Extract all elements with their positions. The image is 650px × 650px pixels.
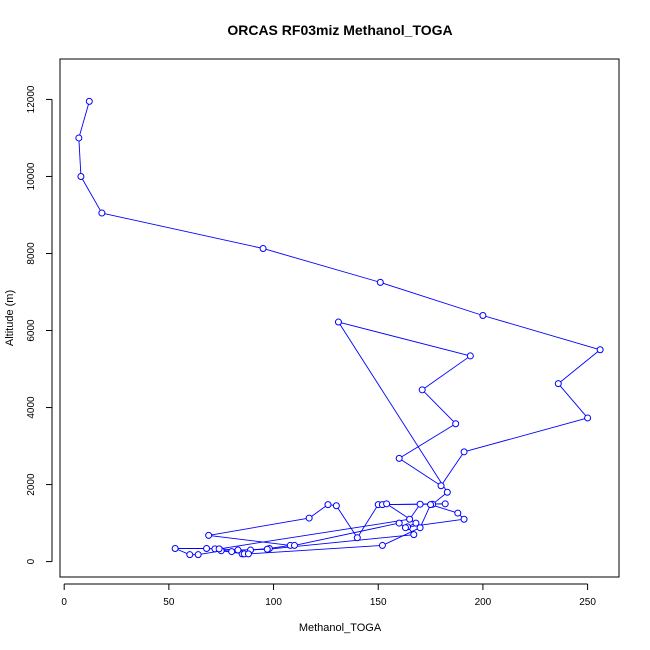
data-point <box>395 454 403 462</box>
series-lines <box>78 101 601 556</box>
x-tick-label: 250 <box>579 597 596 608</box>
series-segment <box>463 417 588 453</box>
series-segment <box>440 451 465 486</box>
data-point <box>460 515 468 523</box>
data-point <box>228 548 236 556</box>
y-tick-label: 4000 <box>26 396 37 419</box>
data-point <box>410 531 418 539</box>
series-segment <box>421 389 457 425</box>
data-point <box>259 244 267 252</box>
series-segment <box>398 423 456 459</box>
data-point <box>77 172 85 180</box>
y-axis: 0 2000 4000 6000 8000 10000 12000 <box>26 85 53 564</box>
data-point <box>596 346 604 354</box>
x-tick-label: 150 <box>370 597 387 608</box>
data-point <box>305 514 313 522</box>
series-segment <box>338 321 471 357</box>
data-point <box>443 488 451 496</box>
data-point <box>203 545 211 553</box>
data-point <box>376 278 384 286</box>
data-point <box>584 414 592 422</box>
data-point <box>186 551 194 559</box>
data-point <box>406 515 414 523</box>
data-point <box>452 420 460 428</box>
series-segment <box>80 176 103 214</box>
data-point <box>75 134 83 142</box>
x-tick-label: 100 <box>265 597 282 608</box>
data-point <box>460 448 468 456</box>
data-point <box>416 500 424 508</box>
y-tick-label: 2000 <box>26 473 37 496</box>
series-segment <box>557 383 588 419</box>
series-segment <box>338 321 448 493</box>
series-segment <box>380 281 484 316</box>
data-point <box>215 545 223 553</box>
series-segment <box>78 101 90 139</box>
data-point <box>85 97 93 105</box>
series-segment <box>248 544 383 555</box>
data-point <box>479 311 487 319</box>
y-tick-label: 12000 <box>26 85 37 113</box>
data-point <box>234 546 242 554</box>
series-segment <box>482 315 601 351</box>
data-point <box>554 380 562 388</box>
data-point <box>401 524 409 532</box>
x-tick-label: 200 <box>475 597 492 608</box>
series-segment <box>398 458 442 487</box>
data-point <box>454 509 462 517</box>
data-point <box>194 551 202 559</box>
series-segment <box>294 522 400 546</box>
data-point <box>412 519 420 527</box>
chart-title: ORCAS RF03miz Methanol_TOGA <box>227 22 452 38</box>
y-tick-label: 8000 <box>26 242 37 265</box>
series-segment <box>208 517 310 536</box>
data-point <box>171 545 179 553</box>
series-segment <box>421 355 471 391</box>
series-segment <box>262 248 381 283</box>
data-point <box>98 209 106 217</box>
y-tick-label: 6000 <box>26 319 37 342</box>
y-axis-label: Altitude (m) <box>4 290 16 346</box>
data-point <box>418 386 426 394</box>
series-segment <box>356 504 379 538</box>
series-segment <box>101 212 264 249</box>
data-point <box>378 541 386 549</box>
series-segment <box>308 504 329 519</box>
series-segment <box>269 544 291 549</box>
series-segment <box>558 349 601 385</box>
data-point <box>324 501 332 509</box>
y-tick-label: 10000 <box>26 162 37 190</box>
data-point <box>427 501 435 509</box>
data-point <box>395 519 403 527</box>
data-point <box>441 500 449 508</box>
series-segment <box>382 527 421 546</box>
series-segment <box>78 137 82 177</box>
series-segment <box>419 504 431 528</box>
series-segment <box>219 518 410 550</box>
data-point <box>205 531 213 539</box>
series-points <box>75 97 604 559</box>
data-point <box>334 318 342 326</box>
data-point <box>437 482 445 490</box>
plot-frame <box>59 58 620 578</box>
data-point <box>353 534 361 542</box>
data-point <box>466 352 474 360</box>
y-tick-label: 0 <box>26 558 37 564</box>
data-point <box>383 500 391 508</box>
series-segment <box>208 534 291 546</box>
x-axis-label: Methanol_TOGA <box>299 622 382 634</box>
data-point <box>332 502 340 510</box>
x-axis: 0 50 100 150 200 250 <box>61 583 596 608</box>
data-point <box>244 550 252 558</box>
x-tick-label: 0 <box>61 597 67 608</box>
data-point <box>290 541 298 549</box>
data-point <box>263 545 271 553</box>
x-tick-label: 50 <box>163 597 175 608</box>
data-point <box>416 524 424 532</box>
